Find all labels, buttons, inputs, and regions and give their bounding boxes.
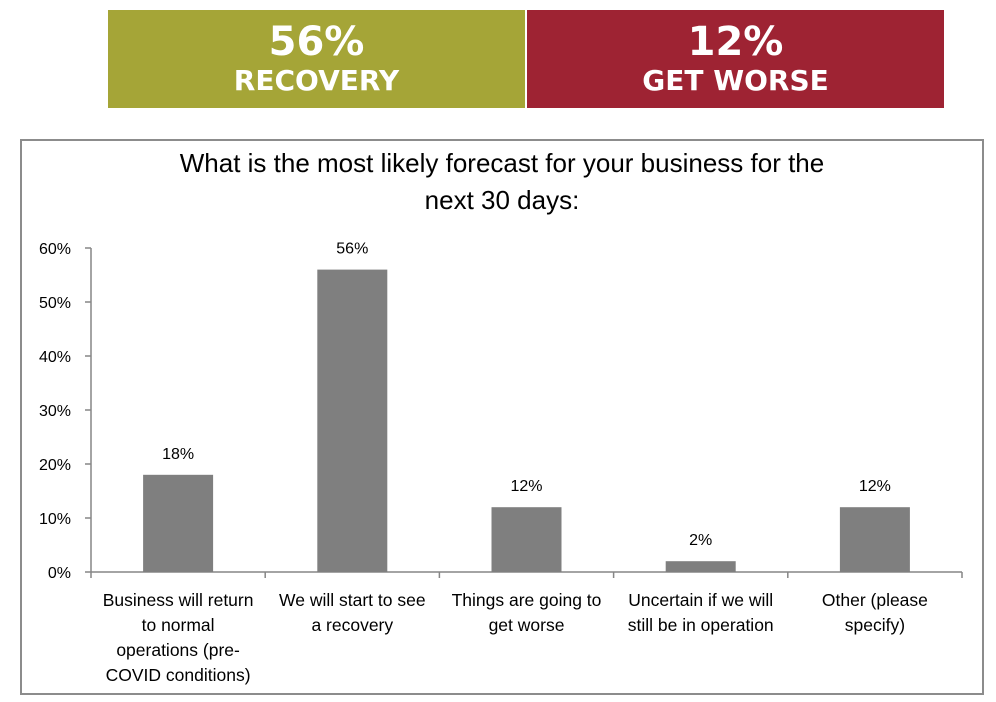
y-tick-label: 40% [39,349,71,366]
bar [665,561,736,572]
chart-title-line: What is the most likely forecast for you… [180,148,824,178]
recovery-banner: 56% RECOVERY [108,10,525,108]
x-category-label: specify) [845,615,905,635]
x-category-label: Uncertain if we will [628,590,773,610]
get-worse-label: GET WORSE [642,64,829,97]
x-category-label: Other (please [822,590,928,610]
get-worse-percent: 12% [687,19,784,65]
data-label: 56% [336,241,368,258]
bar [839,507,910,572]
recovery-percent: 56% [268,19,365,65]
data-label: 18% [162,446,194,463]
x-category-label: get worse [489,615,565,635]
chart-frame [20,139,984,695]
chart-title-line: next 30 days: [425,185,580,215]
y-tick-label: 50% [39,295,71,312]
x-category-label: to normal [142,615,215,635]
data-label: 2% [689,532,712,549]
x-category-label: a recovery [311,615,393,635]
x-category-label: We will start to see [279,590,426,610]
data-label: 12% [510,478,542,495]
x-category-label: Business will return [103,590,254,610]
x-category-label: operations (pre- [116,640,240,660]
bar [491,507,562,572]
x-category-label: still be in operation [628,615,774,635]
y-tick-label: 30% [39,403,71,420]
bar [317,269,388,572]
x-category-label: Things are going to [452,590,602,610]
y-tick-label: 0% [48,565,71,582]
data-label: 12% [859,478,891,495]
recovery-label: RECOVERY [233,64,400,97]
y-tick-label: 10% [39,511,71,528]
get-worse-banner: 12% GET WORSE [527,10,944,108]
x-category-label: COVID conditions) [106,665,251,685]
y-tick-label: 60% [39,241,71,258]
bar [143,474,214,572]
y-tick-label: 20% [39,457,71,474]
